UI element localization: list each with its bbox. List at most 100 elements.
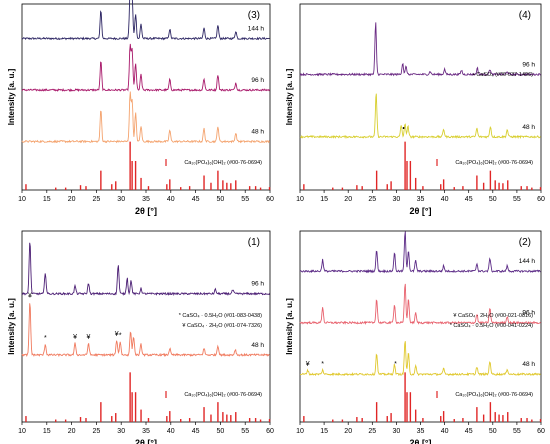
peak-marker: ¥ — [73, 334, 77, 341]
series-label: 144 h — [519, 258, 536, 265]
x-tick-label: 50 — [217, 428, 225, 435]
series-label: 48 h — [251, 342, 264, 349]
peak-marker: * — [394, 361, 397, 368]
x-axis-label: 2θ [°] — [135, 438, 157, 444]
x-tick-label: 50 — [489, 196, 497, 203]
panel-label: (1) — [248, 237, 260, 248]
x-tick-label: 10 — [18, 428, 26, 435]
x-tick-label: 30 — [393, 196, 401, 203]
x-tick-label: 30 — [393, 428, 401, 435]
series-label: 48 h — [522, 124, 535, 131]
x-tick-label: 40 — [167, 428, 175, 435]
series-line — [21, 91, 270, 144]
panel-3: 96 h48 h¥* ¥ ¥ ¥ *(1)Ca₁₀(PO₄)₆(OH)₂ (#00-76… — [7, 230, 274, 444]
series-label: 144 h — [248, 26, 265, 33]
y-axis-label: Intensity [a. u.] — [285, 68, 294, 125]
peak-marker: * — [44, 335, 47, 342]
panel-label: (4) — [519, 10, 531, 21]
reference-label: Ca₁₀(PO₄)₆(OH)₂ (#00-76-0694) — [455, 160, 533, 166]
panel-2: 96 h 48 h • (4) Ca₁₀(PO₄)₆(OH)₂ (#00-76-0694… — [285, 3, 545, 216]
y-axis-label: Intensity [a. u.] — [7, 68, 16, 125]
x-tick-label: 35 — [142, 196, 150, 203]
x-tick-label: 25 — [368, 196, 376, 203]
x-axis-label: 2θ [°] — [135, 206, 157, 216]
x-tick-label: 55 — [241, 428, 249, 435]
x-tick-label: 30 — [117, 196, 125, 203]
annotation: • CaSO₄ (#00-037-1496) — [473, 72, 533, 78]
y-axis-label: Intensity [a. u.] — [285, 298, 294, 355]
annotation-line: * CaSO₄ · 0.5H₂O (#01-083-0438) — [179, 313, 262, 319]
x-axis-label: 2θ [°] — [410, 438, 432, 444]
series-line — [299, 341, 541, 377]
x-tick-label: 25 — [93, 428, 101, 435]
x-tick-label: 35 — [417, 196, 425, 203]
x-tick-label: 20 — [344, 196, 352, 203]
series-line — [21, 0, 270, 41]
x-tick-label: 10 — [18, 196, 26, 203]
x-tick-label: 35 — [142, 428, 150, 435]
reference-label: Ca₁₀(PO₄)₆(OH)₂ (#00-76-0694) — [184, 160, 262, 166]
x-tick-label: 50 — [489, 428, 497, 435]
series-label: 96 h — [251, 281, 264, 288]
x-tick-label: 30 — [117, 428, 125, 435]
peak-marker: * — [321, 361, 324, 368]
panel-4: 144 h 96 h 48 h ¥ * * (2) Ca₁₀(PO₄)₆(OH)₂ (#00-… — [285, 230, 545, 444]
series-line — [299, 93, 541, 140]
peak-marker: ¥ — [28, 292, 32, 299]
x-tick-label: 60 — [537, 196, 545, 203]
x-tick-label: 60 — [537, 428, 545, 435]
series-label: 96 h — [251, 77, 264, 84]
series-line — [299, 22, 541, 77]
annotation-line: ¥ CaSO₄ · 2H₂O (#00-021-0816) — [453, 313, 533, 319]
panel-label: (3) — [248, 10, 260, 21]
series-line — [299, 283, 541, 325]
reference-label: Ca₁₀(PO₄)₆(OH)₂ (#00-76-0694) — [455, 392, 533, 398]
panel-1: 144 h 96 h 48 h (3) Ca₁₀(PO₄)₆(OH)₂ (#00-76-… — [7, 0, 274, 216]
reference-label: Ca₁₀(PO₄)₆(OH)₂ (#00-76-0694) — [184, 392, 262, 398]
series-label: 96 h — [522, 61, 535, 68]
series-line — [21, 43, 270, 92]
peak-marker: ¥ — [87, 334, 91, 341]
x-tick-label: 60 — [266, 196, 274, 203]
peak-marker: ¥ — [306, 361, 310, 368]
x-tick-label: 55 — [241, 196, 249, 203]
x-tick-label: 20 — [344, 428, 352, 435]
x-tick-label: 40 — [441, 428, 449, 435]
x-tick-label: 55 — [513, 428, 521, 435]
peak-marker: • — [402, 126, 405, 133]
x-axis-label: 2θ [°] — [410, 206, 432, 216]
x-tick-label: 50 — [217, 196, 225, 203]
x-tick-label: 45 — [192, 428, 200, 435]
x-tick-label: 45 — [465, 196, 473, 203]
x-tick-label: 40 — [441, 196, 449, 203]
series-label: 48 h — [522, 361, 535, 368]
series-line — [21, 242, 270, 296]
y-axis-label: Intensity [a. u.] — [7, 298, 16, 355]
x-tick-label: 45 — [192, 196, 200, 203]
x-tick-label: 60 — [266, 428, 274, 435]
series-line — [21, 303, 270, 358]
x-tick-label: 35 — [417, 428, 425, 435]
peak-marker: * — [119, 333, 122, 340]
peak-marker: ¥ — [115, 331, 119, 338]
series-label: 96 h — [522, 310, 535, 317]
x-tick-label: 15 — [43, 428, 51, 435]
x-tick-label: 10 — [296, 428, 304, 435]
x-tick-label: 15 — [320, 196, 328, 203]
x-tick-label: 10 — [296, 196, 304, 203]
x-tick-label: 40 — [167, 196, 175, 203]
x-tick-label: 15 — [43, 196, 51, 203]
series-label: 48 h — [251, 128, 264, 135]
x-tick-label: 20 — [68, 428, 76, 435]
annotation-line: * CaSO₄ · 0.5H₂O (#00-041-0224) — [450, 323, 533, 329]
series-line — [299, 231, 541, 274]
x-tick-label: 45 — [465, 428, 473, 435]
panel-label: (2) — [519, 237, 531, 248]
annotation-line: ¥ CaSO₄ · 2H₂O (#01-074-7326) — [182, 323, 262, 329]
x-tick-label: 25 — [368, 428, 376, 435]
x-tick-label: 25 — [93, 196, 101, 203]
x-tick-label: 20 — [68, 196, 76, 203]
x-tick-label: 55 — [513, 196, 521, 203]
x-tick-label: 15 — [320, 428, 328, 435]
